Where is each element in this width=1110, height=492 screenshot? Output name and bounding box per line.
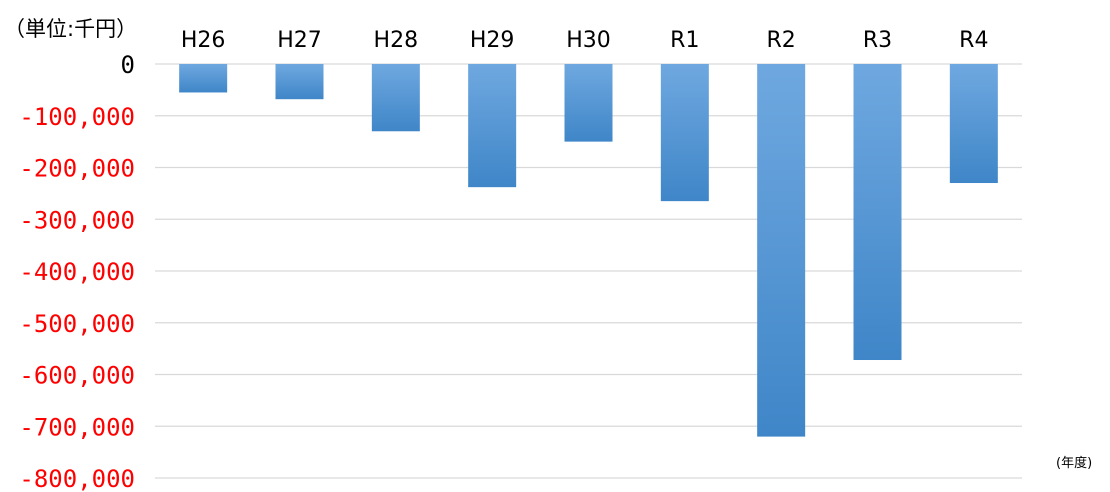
category-label-r3: R3: [863, 28, 892, 53]
category-label-h27: H27: [277, 28, 322, 53]
category-label-h29: H29: [470, 28, 515, 53]
y-tick-label: 0: [121, 51, 135, 79]
category-label-h30: H30: [566, 28, 611, 53]
bar-h26: [179, 64, 228, 93]
category-label-r1: R1: [670, 28, 699, 53]
category-label-h26: H26: [181, 28, 226, 53]
y-tick-label: -200,000: [19, 155, 135, 183]
unit-label: （単位:千円）: [4, 17, 137, 41]
y-tick-label: -700,000: [19, 413, 135, 441]
category-label-h28: H28: [374, 28, 419, 53]
bar-r3: [853, 64, 902, 361]
y-axis-tick-labels: 0 -100,000 -200,000 -300,000 -400,000 -500,00…: [19, 51, 135, 492]
bar-r2: [757, 64, 806, 437]
bar-r1: [660, 64, 709, 202]
y-tick-label: -800,000: [19, 465, 135, 492]
y-tick-label: -400,000: [19, 258, 135, 286]
bars: [179, 64, 998, 437]
y-tick-label: -300,000: [19, 206, 135, 234]
bar-h29: [468, 64, 517, 188]
bar-h27: [275, 64, 324, 100]
category-labels: H26 H27 H28 H29 H30 R1 R2 R3 R4: [181, 28, 989, 53]
y-tick-label: -100,000: [19, 103, 135, 131]
bar-h30: [564, 64, 613, 142]
category-label-r2: R2: [767, 28, 796, 53]
y-tick-label: -500,000: [19, 310, 135, 338]
bar-h28: [371, 64, 420, 132]
gridlines: [155, 63, 1022, 479]
y-tick-label: -600,000: [19, 362, 135, 390]
x-axis-unit-label: (年度): [1056, 455, 1092, 471]
category-label-r4: R4: [959, 28, 988, 53]
bar-r4: [949, 64, 998, 184]
